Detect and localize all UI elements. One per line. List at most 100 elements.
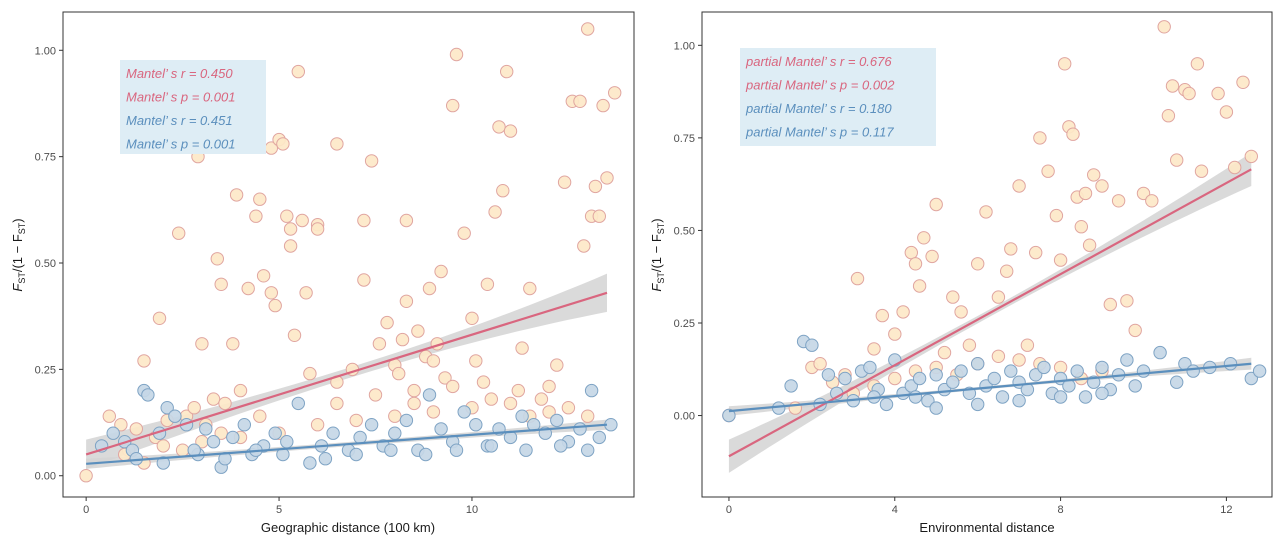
point-red-11 [187,401,201,415]
point-blue-23 [326,426,340,440]
point-blue-52 [1252,364,1267,378]
point-red-69 [488,205,502,219]
point-blue-24 [971,357,985,371]
point-red-28 [1029,245,1043,260]
point-blue-46 [1170,375,1184,389]
point-red-16 [929,197,943,212]
point-blue-60 [519,443,533,457]
point-red-55 [1194,164,1209,178]
point-red-6 [850,271,865,286]
point-red-31 [280,209,294,223]
point-red-82 [573,94,587,109]
point-red-97 [349,413,363,428]
y-axis-label: FST/(1 − FST) [10,218,27,291]
point-red-25 [1004,242,1018,256]
point-blue-55 [1012,394,1026,408]
point-blue-49 [156,456,171,470]
point-red-83 [577,239,591,253]
point-blue-15 [237,418,252,432]
point-blue-28 [388,426,402,440]
point-blue-54 [971,397,985,412]
point-red-9 [172,226,186,240]
point-red-105 [175,443,190,457]
point-red-32 [283,239,298,253]
point-red-68 [480,277,495,291]
point-red-53 [1182,86,1196,101]
point-red-58 [1228,160,1242,175]
point-blue-44 [1136,364,1151,378]
point-red-2 [114,418,128,432]
x-tick-label: 8 [1058,504,1064,516]
point-blue-46 [592,430,606,445]
point-red-54 [1190,57,1205,71]
point-red-16 [210,252,225,266]
point-red-9 [888,327,902,341]
point-red-28 [268,298,282,313]
point-red-21 [233,383,248,398]
point-red-0 [79,469,93,483]
point-red-112 [484,392,498,406]
point-blue-32 [1037,360,1051,375]
point-red-87 [592,209,606,223]
point-red-23 [249,209,263,223]
point-red-96 [310,418,325,432]
point-red-22 [241,281,255,296]
point-blue-31 [1029,368,1043,382]
point-red-110 [407,396,421,411]
stat-annotation-1: partial Mantel’ s p = 0.002 [745,78,895,93]
point-red-39 [1082,238,1097,252]
point-red-46 [364,154,379,168]
point-blue-51 [1244,371,1259,386]
point-red-24 [1000,264,1014,278]
point-blue-8 [168,409,182,423]
y-tick-label: 0.00 [674,411,695,423]
point-red-21 [971,257,985,271]
point-blue-26 [364,418,379,432]
y-tick-label: 1.00 [35,45,56,57]
point-red-66 [469,354,483,368]
x-axis-label: Environmental distance [919,520,1054,535]
point-red-92 [156,439,171,453]
x-axis-label: Geographic distance (100 km) [261,520,435,535]
point-blue-35 [469,418,483,432]
point-blue-8 [838,371,852,386]
point-blue-53 [929,401,943,415]
point-blue-39 [1095,360,1109,375]
point-blue-22 [954,364,968,378]
point-blue-1 [772,401,786,415]
point-red-7 [867,342,881,356]
point-red-50 [1165,79,1180,93]
point-red-54 [407,383,421,398]
point-red-58 [426,354,441,368]
y-tick-label: 0.75 [35,152,56,164]
stat-annotation-0: partial Mantel’ s r = 0.676 [745,54,892,69]
point-blue-31 [422,388,437,402]
point-red-17 [937,345,952,360]
point-blue-42 [1120,353,1134,367]
point-blue-18 [268,426,282,440]
point-red-31 [1049,208,1064,223]
point-blue-57 [1095,386,1109,400]
point-blue-29 [399,413,414,428]
point-red-8 [875,308,889,323]
x-tick-label: 5 [276,504,282,516]
point-red-23 [991,290,1006,304]
point-blue-32 [434,422,448,436]
point-red-101 [503,396,518,411]
point-blue-39 [515,409,529,423]
stats-box [740,48,936,146]
point-blue-56 [384,443,398,457]
point-red-66 [1053,360,1068,375]
stats-box [120,60,266,154]
point-red-61 [438,371,452,385]
point-blue-20 [291,396,305,411]
x-tick-label: 0 [726,504,732,516]
fit-line-blue [86,423,608,465]
point-blue-28 [1004,364,1018,378]
point-blue-1 [106,426,120,440]
point-blue-42 [550,413,564,428]
point-red-51 [1170,153,1184,167]
stat-annotation-3: partial Mantel’ s p = 0.117 [745,125,894,140]
point-blue-6 [821,368,836,382]
